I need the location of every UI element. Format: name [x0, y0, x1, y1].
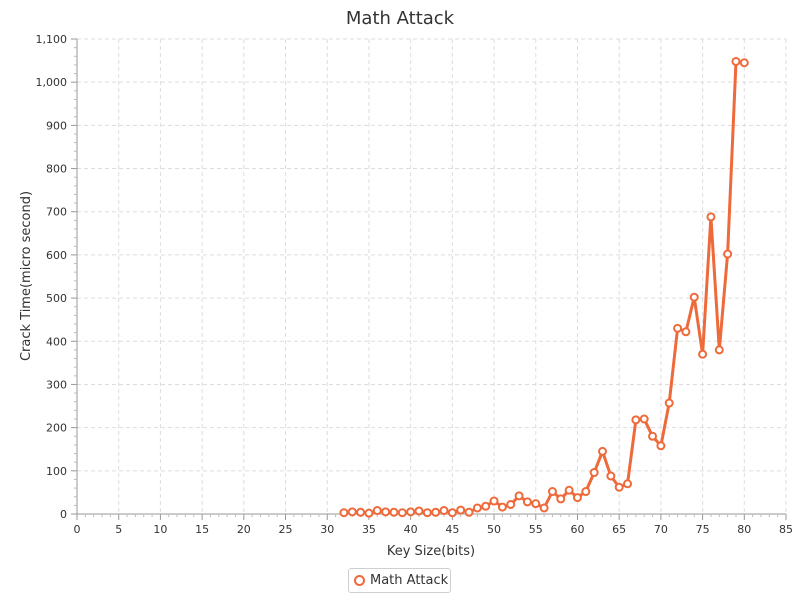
x-axis-ticks: 0 5 10 15 20 25 30 35 40 45 50 55 60 65 70 75 80 85: [74, 514, 793, 536]
data-point: [714, 345, 724, 355]
x-tick-label: 15: [195, 523, 209, 536]
x-tick-label: 70: [654, 523, 668, 536]
data-point: [681, 327, 691, 337]
data-point: [572, 493, 582, 503]
data-point: [431, 507, 441, 517]
data-point: [456, 505, 466, 515]
legend-marker-icon: [354, 575, 365, 586]
x-tick-label: 30: [320, 523, 334, 536]
data-point: [664, 398, 674, 408]
data-point: [364, 508, 374, 518]
data-point: [689, 292, 699, 302]
data-point: [464, 507, 474, 517]
data-point: [522, 497, 532, 507]
data-point: [556, 494, 566, 504]
data-point: [673, 323, 683, 333]
x-tick-label: 0: [74, 523, 81, 536]
x-tick-label: 5: [115, 523, 122, 536]
y-tick-label: 700: [46, 206, 67, 219]
data-point: [489, 496, 499, 506]
data-point: [539, 503, 549, 513]
y-axis-ticks: 0 100 200 300 400 500 600 700 800 900 1,000 1,100: [36, 33, 77, 521]
data-point: [656, 441, 666, 451]
series-math-attack: [339, 56, 749, 518]
data-point: [614, 482, 624, 492]
data-point: [547, 487, 557, 497]
data-point: [406, 507, 416, 517]
y-tick-label: 900: [46, 119, 67, 132]
y-axis-label: Crack Time(micro second): [19, 191, 34, 361]
y-tick-label: 1,000: [36, 76, 68, 89]
x-axis-label: Key Size(bits): [387, 544, 475, 559]
data-point: [372, 506, 382, 516]
y-tick-label: 300: [46, 378, 67, 391]
data-point: [356, 507, 366, 517]
x-tick-label: 75: [696, 523, 710, 536]
data-point: [414, 506, 424, 516]
x-tick-label: 50: [487, 523, 501, 536]
x-tick-label: 35: [362, 523, 376, 536]
y-tick-label: 500: [46, 292, 67, 305]
data-point: [623, 479, 633, 489]
data-point: [606, 471, 616, 481]
data-point: [698, 349, 708, 359]
x-tick-label: 60: [570, 523, 584, 536]
axes: [76, 39, 786, 515]
data-point: [506, 500, 516, 509]
data-point: [723, 249, 733, 259]
data-point: [531, 499, 541, 509]
y-tick-label: 200: [46, 422, 67, 435]
data-point: [581, 487, 591, 497]
data-point: [397, 508, 407, 518]
data-point: [706, 212, 716, 222]
data-point: [597, 446, 607, 456]
data-point: [447, 508, 457, 518]
x-tick-label: 55: [529, 523, 543, 536]
x-tick-label: 25: [279, 523, 293, 536]
data-point: [497, 502, 507, 512]
data-point: [472, 503, 482, 513]
x-tick-label: 10: [153, 523, 167, 536]
data-point: [422, 508, 432, 518]
data-point: [739, 58, 749, 68]
y-tick-label: 600: [46, 249, 67, 262]
series-line: [343, 60, 745, 515]
x-tick-label: 65: [612, 523, 626, 536]
y-tick-label: 800: [46, 163, 67, 176]
data-point: [514, 491, 524, 501]
data-point: [481, 501, 491, 511]
data-point: [639, 414, 649, 424]
y-tick-label: 100: [46, 465, 67, 478]
grid: [76, 38, 787, 515]
data-point: [589, 468, 599, 478]
legend: Math Attack: [348, 568, 451, 593]
x-tick-label: 45: [445, 523, 459, 536]
data-point: [564, 485, 574, 495]
x-tick-label: 85: [779, 523, 793, 536]
x-tick-label: 80: [737, 523, 751, 536]
data-point: [731, 56, 741, 66]
data-point: [631, 415, 641, 425]
data-point: [439, 506, 449, 516]
y-tick-label: 400: [46, 335, 67, 348]
y-tick-label: 0: [60, 508, 67, 521]
data-point: [389, 507, 399, 517]
data-point: [339, 508, 349, 518]
x-tick-label: 40: [404, 523, 418, 536]
data-point: [347, 507, 357, 517]
legend-label: Math Attack: [370, 573, 449, 588]
data-point: [648, 431, 658, 441]
x-tick-label: 20: [237, 523, 251, 536]
data-point: [381, 507, 391, 517]
y-tick-label: 1,100: [36, 33, 68, 46]
chart-title: Math Attack: [346, 8, 455, 29]
